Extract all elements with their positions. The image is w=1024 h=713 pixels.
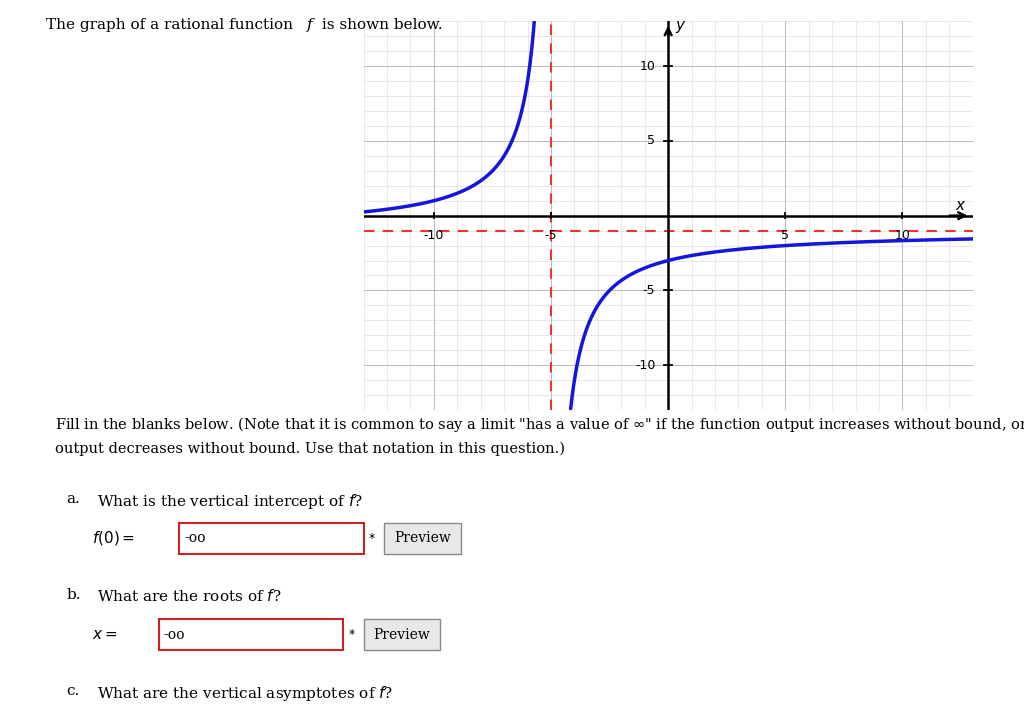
- Text: 5: 5: [647, 135, 655, 148]
- Text: $x =$: $x =$: [92, 627, 118, 642]
- Text: 10: 10: [639, 60, 655, 73]
- Text: 10: 10: [895, 229, 910, 242]
- Text: is shown below.: is shown below.: [317, 18, 443, 32]
- Text: -5: -5: [545, 229, 557, 242]
- Text: *: *: [369, 532, 375, 545]
- Text: *: *: [348, 628, 354, 641]
- Text: output decreases without bound. Use that notation in this question.): output decreases without bound. Use that…: [55, 442, 565, 456]
- Text: $f(0) =$: $f(0) =$: [92, 529, 135, 548]
- Text: -5: -5: [643, 284, 655, 297]
- Text: Preview: Preview: [374, 627, 430, 642]
- Text: a.: a.: [67, 492, 80, 506]
- Text: What is the vertical intercept of $f$?: What is the vertical intercept of $f$?: [97, 492, 364, 511]
- Text: Fill in the blanks below. (Note that it is common to say a limit "has a value of: Fill in the blanks below. (Note that it …: [55, 416, 1024, 434]
- Text: $y$: $y$: [675, 19, 687, 36]
- Text: -10: -10: [635, 359, 655, 371]
- Text: b.: b.: [67, 588, 81, 602]
- Text: $x$: $x$: [955, 198, 967, 212]
- Text: 5: 5: [781, 229, 790, 242]
- Text: c.: c.: [67, 684, 80, 699]
- Text: -oo: -oo: [184, 531, 206, 545]
- Text: -10: -10: [424, 229, 444, 242]
- Text: What are the roots of $f$?: What are the roots of $f$?: [97, 588, 282, 604]
- Text: -oo: -oo: [164, 627, 185, 642]
- Text: The graph of a rational function: The graph of a rational function: [46, 18, 298, 32]
- Text: Preview: Preview: [394, 531, 451, 545]
- Text: f: f: [307, 18, 312, 32]
- Text: What are the vertical asymptotes of $f$?: What are the vertical asymptotes of $f$?: [97, 684, 393, 704]
